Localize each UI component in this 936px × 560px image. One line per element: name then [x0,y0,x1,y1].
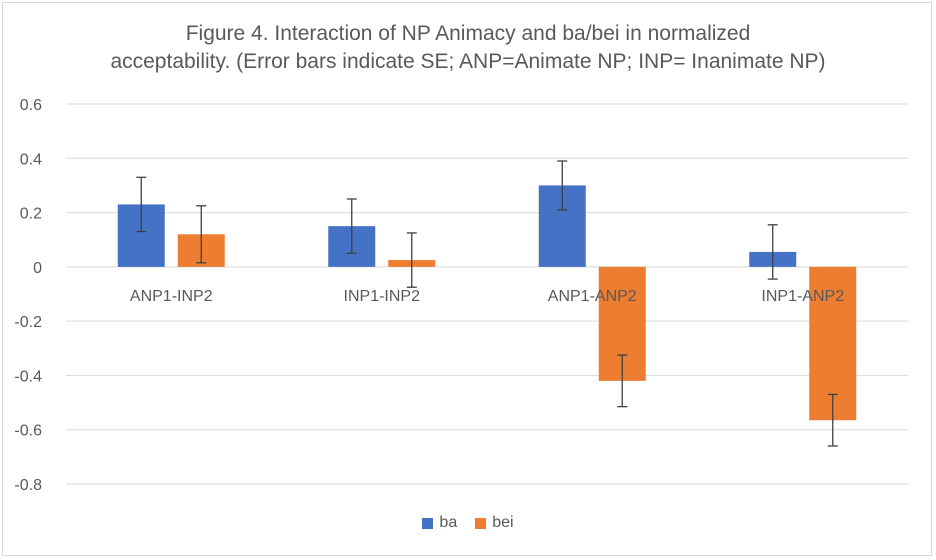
y-tick-label: 0.4 [20,151,42,168]
chart-legend: ba bei [0,514,936,532]
x-category-label: INP1-ANP2 [761,288,844,305]
y-tick-label: -0.6 [14,423,42,440]
y-tick-label: 0.2 [20,206,42,223]
legend-item-bei: bei [475,514,514,532]
y-tick-label: 0 [33,260,42,277]
chart-title-line-2: acceptability. (Error bars indicate SE; … [110,50,826,73]
chart-title: Figure 4. Interaction of NP Animacy and … [0,20,936,76]
x-category-label: INP1-INP2 [344,288,421,305]
legend-label-bei: bei [492,514,514,531]
legend-label-ba: ba [439,514,458,531]
legend-swatch-ba [422,517,434,529]
y-tick-label: -0.2 [14,314,42,331]
x-category-label: ANP1-INP2 [130,288,213,305]
y-tick-label: -0.8 [14,477,42,494]
y-tick-label: -0.4 [14,368,42,385]
legend-swatch-bei [475,517,487,529]
chart-title-line-1: Figure 4. Interaction of NP Animacy and … [185,22,751,45]
legend-item-ba: ba [422,514,457,532]
y-tick-label: 0.6 [20,97,42,114]
x-category-label: ANP1-ANP2 [548,288,637,305]
